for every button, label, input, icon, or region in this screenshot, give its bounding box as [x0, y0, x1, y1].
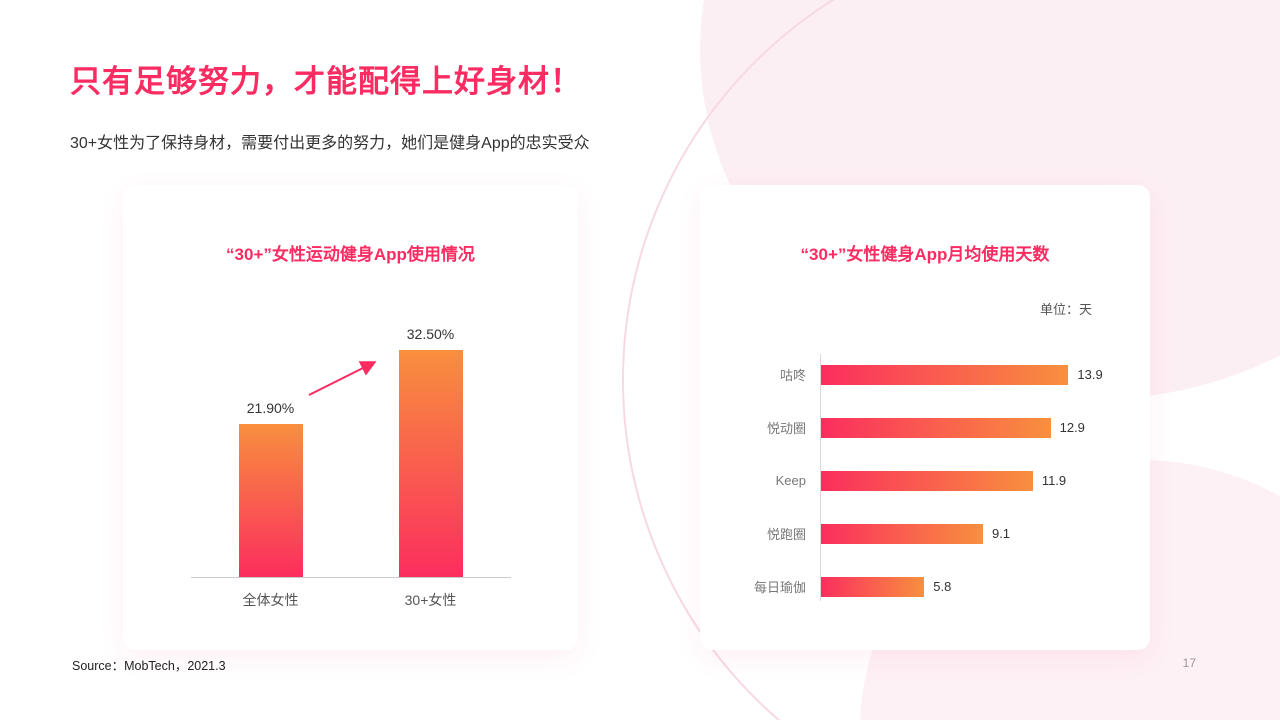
- bar: [821, 576, 925, 597]
- card-monthly-days-chart: “30+”女性健身App月均使用天数 单位：天 咕咚 13.9 悦动圈 12.9 Kee…: [700, 185, 1150, 650]
- hbar-row: 悦跑圈 9.1: [700, 523, 1150, 544]
- category-label: 悦跑圈: [766, 527, 806, 542]
- page-number: 17: [1182, 656, 1196, 670]
- card-app-usage-chart: “30+”女性运动健身App使用情况 21.90% 32.50% 全体女性 30+女…: [123, 185, 578, 650]
- hbar-rows: 咕咚 13.9 悦动圈 12.9 Keep 11.9 悦跑圈 9.1 每日瑜伽 5.8: [700, 364, 1150, 597]
- category-label: 30+女性: [404, 592, 457, 608]
- bar-value-label: 5.8: [933, 579, 952, 594]
- horizontal-bar-chart: 咕咚 13.9 悦动圈 12.9 Keep 11.9 悦跑圈 9.1 每日瑜伽 5.8: [700, 354, 1150, 601]
- category-label: 咕咚: [779, 368, 806, 383]
- y-axis-line: [820, 354, 821, 601]
- bar: [821, 417, 1051, 438]
- bar-value-label: 32.50%: [406, 325, 455, 342]
- page-subtitle: 30+女性为了保持身材，需要付出更多的努力，她们是健身App的忠实受众: [70, 135, 590, 152]
- category-label: 每日瑜伽: [753, 580, 806, 595]
- increase-arrow-icon: [308, 361, 377, 396]
- vbar-column: 32.50%: [381, 325, 481, 577]
- vertical-bar-chart: 21.90% 32.50% 全体女性 30+女性: [123, 315, 578, 610]
- vbar-categories: 全体女性 30+女性: [123, 590, 578, 610]
- hbar-row: 咕咚 13.9: [700, 364, 1150, 385]
- chart2-title: “30+”女性健身App月均使用天数: [800, 245, 1050, 264]
- page-title: 只有足够努力，才能配得上好身材！: [70, 64, 582, 99]
- bar: [821, 364, 1069, 385]
- x-axis-line: [190, 577, 511, 578]
- unit-label: 单位：天: [1039, 302, 1092, 317]
- chart1-title: “30+”女性运动健身App使用情况: [226, 245, 475, 264]
- bar-value-label: 13.9: [1077, 367, 1103, 382]
- bar: [821, 523, 983, 544]
- bar-value-label: 9.1: [991, 526, 1011, 541]
- bar-value-label: 21.90%: [246, 399, 295, 416]
- bar-value-label: 12.9: [1059, 420, 1085, 435]
- bar: [398, 349, 463, 577]
- bar: [238, 423, 303, 577]
- category-label: 悦动圈: [766, 421, 806, 436]
- category-label: Keep: [775, 473, 806, 488]
- vbar-columns: 21.90% 32.50%: [123, 315, 578, 577]
- hbar-row: 悦动圈 12.9: [700, 417, 1150, 438]
- source-note: Source：MobTech，2021.3: [72, 659, 226, 673]
- vbar-column: 21.90%: [221, 400, 321, 577]
- bar: [821, 470, 1033, 491]
- hbar-row: 每日瑜伽 5.8: [700, 576, 1150, 597]
- category-label: 全体女性: [242, 592, 299, 608]
- hbar-row: Keep 11.9: [700, 470, 1150, 491]
- bar-value-label: 11.9: [1041, 473, 1067, 488]
